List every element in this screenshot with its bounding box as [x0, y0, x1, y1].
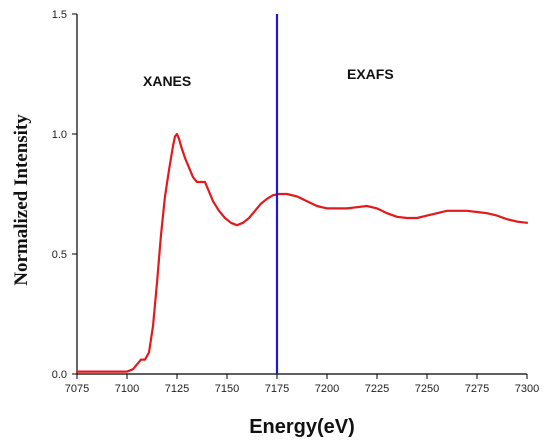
- region-label: EXAFS: [347, 66, 394, 82]
- x-tick-label: 7275: [465, 383, 489, 395]
- x-tick-label: 7225: [365, 383, 389, 395]
- intensity-curve: [75, 132, 529, 373]
- x-tick-label: 7100: [115, 383, 139, 395]
- region-label: XANES: [143, 73, 191, 89]
- y-tick-label: 0.5: [52, 249, 67, 261]
- x-tick-label: 7150: [215, 383, 239, 395]
- x-ticks: 7075 7100 7125 7150 7175 7200 7225 7250 7275 7300: [65, 374, 539, 395]
- x-tick-label: 7200: [315, 383, 339, 395]
- y-tick-label: 0.0: [52, 369, 67, 381]
- region-annotations: XANES EXAFS: [143, 66, 394, 89]
- x-tick-label: 7250: [415, 383, 439, 395]
- y-tick-label: 1.0: [52, 129, 67, 141]
- x-axis-label: Energy(eV): [249, 416, 355, 438]
- series-layer: [75, 132, 529, 373]
- x-tick-label: 7175: [265, 383, 289, 395]
- y-tick-label: 1.5: [52, 9, 67, 21]
- x-tick-label: 7075: [65, 383, 89, 395]
- axes: [76, 14, 527, 375]
- y-ticks: 0.0 0.5 1.0 1.5: [52, 9, 77, 381]
- x-tick-label: 7125: [165, 383, 189, 395]
- x-tick-label: 7300: [515, 383, 539, 395]
- y-axis-label: Normalized Intensity: [11, 114, 32, 286]
